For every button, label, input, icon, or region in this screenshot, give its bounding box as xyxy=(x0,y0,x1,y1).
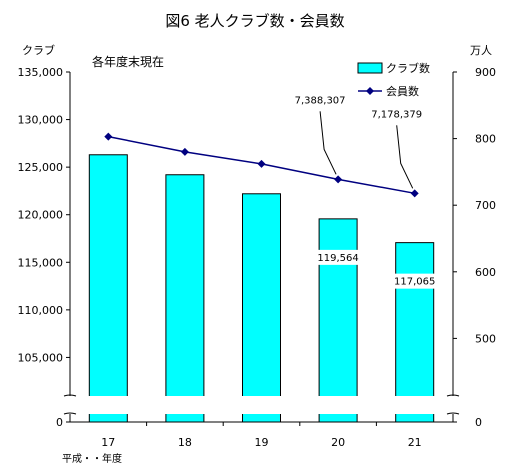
members-data-label-21: 7,178,379 xyxy=(371,109,422,120)
members-point-21 xyxy=(410,189,419,198)
plot-area: 135,000 130,000 125,000 120,000 115,000 110,0… xyxy=(18,66,497,449)
right-tick-label: 900 xyxy=(475,66,496,79)
members-point-18 xyxy=(180,147,189,156)
bar-18 xyxy=(165,174,205,423)
bar-21 xyxy=(395,242,435,423)
x-tick-label: 17 xyxy=(101,436,115,449)
chart-title: 図6 老人クラブ数・会員数 xyxy=(165,12,344,30)
bar-data-label-21: 117,065 xyxy=(394,277,435,288)
legend-label-members: 会員数 xyxy=(386,85,419,98)
left-tick-label: 120,000 xyxy=(18,209,64,222)
right-tick-label: 700 xyxy=(475,199,496,212)
left-tick-label: 130,000 xyxy=(18,114,64,127)
bar-17 xyxy=(88,154,128,423)
x-tick-label: 20 xyxy=(331,436,345,449)
members-leader-line-20 xyxy=(319,111,337,175)
left-tick-label: 135,000 xyxy=(18,66,64,79)
x-unit-label: 平成・・年度 xyxy=(62,452,122,465)
members-leader-line-21 xyxy=(396,125,414,189)
right-tick-label: 500 xyxy=(475,332,496,345)
chart-note: 各年度末現在 xyxy=(92,54,164,69)
left-tick-label: 105,000 xyxy=(18,351,64,364)
legend-marker-members xyxy=(366,87,374,95)
members-point-19 xyxy=(257,159,266,168)
legend-label-clubs: クラブ数 xyxy=(386,61,430,75)
left-tick-label: 0 xyxy=(56,416,63,429)
bar-data-label-box-20 xyxy=(314,249,363,265)
bar-data-label-20: 119,564 xyxy=(317,253,358,264)
legend-swatch-clubs xyxy=(357,62,383,74)
members-point-20 xyxy=(334,175,343,184)
axis-break-band xyxy=(64,396,459,414)
bar-19 xyxy=(242,193,281,423)
left-axis-break-mark-bottom xyxy=(63,412,77,415)
right-tick-label: 0 xyxy=(475,416,482,429)
right-tick-label: 800 xyxy=(475,133,496,146)
legend: クラブ数 会員数 xyxy=(357,61,430,98)
members-point-17 xyxy=(104,132,113,141)
left-axis-unit-label: クラブ xyxy=(22,43,55,57)
right-axis-break-mark-bottom xyxy=(446,412,460,415)
left-tick-label: 110,000 xyxy=(18,304,64,317)
x-tick-label: 18 xyxy=(178,436,192,449)
members-data-label-20: 7,388,307 xyxy=(295,95,346,106)
x-tick-label: 21 xyxy=(408,436,422,449)
left-tick-label: 115,000 xyxy=(18,256,64,269)
left-tick-label: 125,000 xyxy=(18,161,64,174)
right-tick-label: 600 xyxy=(475,266,496,279)
x-tick-label: 19 xyxy=(255,436,269,449)
bar-20 xyxy=(318,218,358,423)
right-axis-unit-label: 万人 xyxy=(470,44,492,57)
bar-data-label-box-21 xyxy=(390,273,439,289)
